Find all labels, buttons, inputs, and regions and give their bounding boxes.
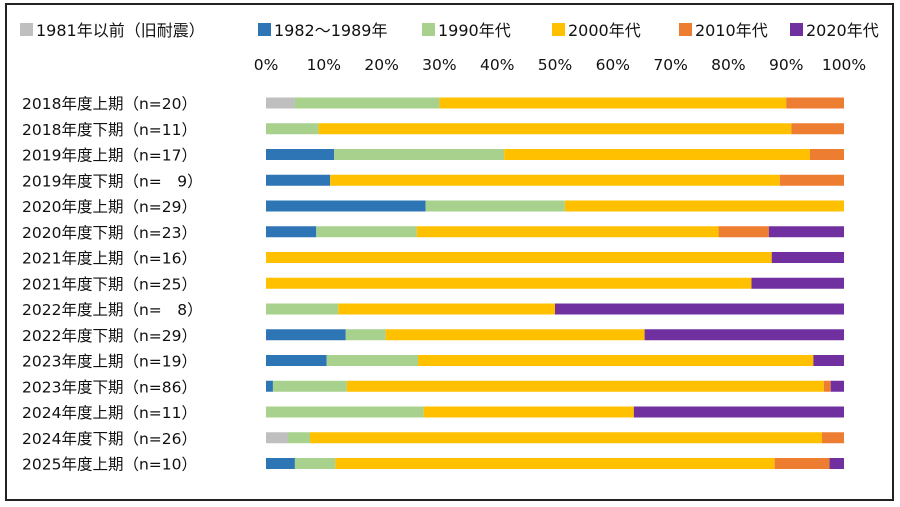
bar-segment-r11-s4 [823,380,831,392]
bar-segment-r1-s3 [318,123,792,135]
bar-segment-r14-s4 [774,458,830,469]
bar-segment-r13-s0 [266,432,288,444]
legend-swatch-3 [552,23,565,36]
category-label-0: 2018年度上期（n=20） [22,95,197,113]
bar-segment-r3-s1 [266,174,331,186]
category-label-9: 2022年度下期（n=29） [22,327,197,345]
category-label-6: 2021年度上期（n=16） [22,250,197,268]
bar-segment-r10-s2 [326,355,419,366]
category-label-4: 2020年度上期（n=29） [22,198,197,216]
bar-segment-r14-s5 [829,458,844,469]
bar-segment-r11-s5 [830,380,844,392]
bar-segment-r7-s5 [751,277,844,289]
bar-segment-r8-s2 [266,303,339,315]
bar-segment-r14-s3 [335,458,775,469]
legend-label-4: 2010年代 [695,21,768,40]
x-tick-label-3: 30% [422,56,456,74]
category-label-11: 2023年度下期（n=86） [22,378,197,396]
bar-segment-r6-s5 [771,252,844,263]
x-tick-label-4: 40% [480,56,514,74]
bar-segment-r8-s5 [555,303,844,315]
bar-segment-r0-s0 [266,97,295,109]
bar-segment-r1-s2 [266,123,319,135]
x-tick-label-10: 100% [822,56,866,74]
bar-segment-r8-s3 [338,303,555,315]
legend-label-1: 1982～1989年 [274,21,387,40]
bar-segment-r4-s3 [564,200,844,212]
x-tick-label-7: 70% [653,56,687,74]
category-label-2: 2019年度上期（n=17） [22,147,197,165]
x-tick-label-2: 20% [364,56,398,74]
bar-segment-r5-s2 [316,226,417,238]
x-axis-tick-labels: 0% 10% 20% 30% 40% 50% 60% 70% 80% 90% 100% [254,56,866,74]
bar-segment-r5-s3 [416,226,719,238]
category-label-3: 2019年度下期（n= 9） [22,172,203,190]
bar-segment-r10-s3 [418,355,814,366]
bar-segment-r12-s3 [423,406,634,418]
bar-segment-r14-s2 [294,458,336,469]
legend-label-3: 2000年代 [568,21,641,40]
bar-segment-r13-s4 [822,432,844,444]
bar-segment-r5-s5 [768,226,844,238]
bar-segment-r9-s1 [266,329,346,341]
bar-segment-r14-s1 [266,458,295,469]
bar-segment-r4-s2 [425,200,565,212]
category-label-12: 2024年度上期（n=11） [22,404,197,422]
bar-segment-r5-s1 [266,226,317,238]
bar-segment-r3-s3 [330,174,780,186]
bar-segment-r1-s4 [791,123,844,135]
legend-label-2: 1990年代 [438,21,511,40]
x-tick-label-8: 80% [711,56,745,74]
bar-segment-r9-s2 [345,329,386,341]
bar-segment-r3-s4 [779,174,844,186]
bar-segment-r0-s4 [786,97,844,109]
bar-segment-r2-s2 [334,149,505,160]
x-tick-label-5: 50% [538,56,572,74]
bar-segment-r2-s1 [266,149,335,160]
x-tick-label-9: 90% [769,56,803,74]
bar-segment-r0-s3 [439,97,787,109]
legend-swatch-1 [258,23,271,36]
category-label-1: 2018年度下期（n=11） [22,121,197,139]
bar-segment-r11-s1 [266,380,273,392]
bar-segment-r12-s2 [266,406,424,418]
bar-segment-r11-s3 [346,380,824,392]
bar-segment-r5-s4 [718,226,769,238]
legend-swatch-4 [679,23,692,36]
category-label-13: 2024年度下期（n=26） [22,430,197,448]
bar-segment-r11-s2 [272,380,347,392]
legend-label-0: 1981年以前（旧耐震） [36,21,205,40]
legend-label-5: 2020年代 [806,21,879,40]
category-labels: 2018年度上期（n=20） 2018年度下期（n=11） 2019年度上期（n=1… [22,95,203,474]
bar-segment-r12-s5 [633,406,844,418]
chart-legend: 1981年以前（旧耐震） 1982～1989年 1990年代 2000年代 2010年代… [20,21,879,40]
bar-segment-r9-s3 [385,329,645,341]
legend-swatch-0 [20,23,33,36]
bar-segment-r0-s2 [294,97,440,109]
bar-segment-r2-s3 [504,149,810,160]
category-label-5: 2020年度下期（n=23） [22,224,197,242]
bar-segment-r10-s1 [266,355,327,366]
legend-swatch-5 [790,23,803,36]
bar-segment-r13-s3 [309,432,823,444]
x-tick-label-1: 10% [307,56,341,74]
bar-segment-r9-s5 [644,329,844,341]
bar-segment-r10-s5 [813,355,844,366]
bar-segment-r6-s3 [266,252,772,263]
bar-segment-r13-s2 [287,432,310,444]
category-label-10: 2023年度上期（n=19） [22,353,197,371]
x-tick-label-6: 60% [596,56,630,74]
bar-segment-r4-s1 [266,200,426,212]
category-label-8: 2022年度上期（n= 8） [22,301,203,319]
x-tick-label-0: 0% [254,56,279,74]
category-label-14: 2025年度上期（n=10） [22,456,197,474]
legend-swatch-2 [422,23,435,36]
bar-segment-r7-s3 [266,277,752,289]
bar-segment-r2-s4 [809,149,844,160]
category-label-7: 2021年度下期（n=25） [22,275,197,293]
plot-area [266,97,844,469]
